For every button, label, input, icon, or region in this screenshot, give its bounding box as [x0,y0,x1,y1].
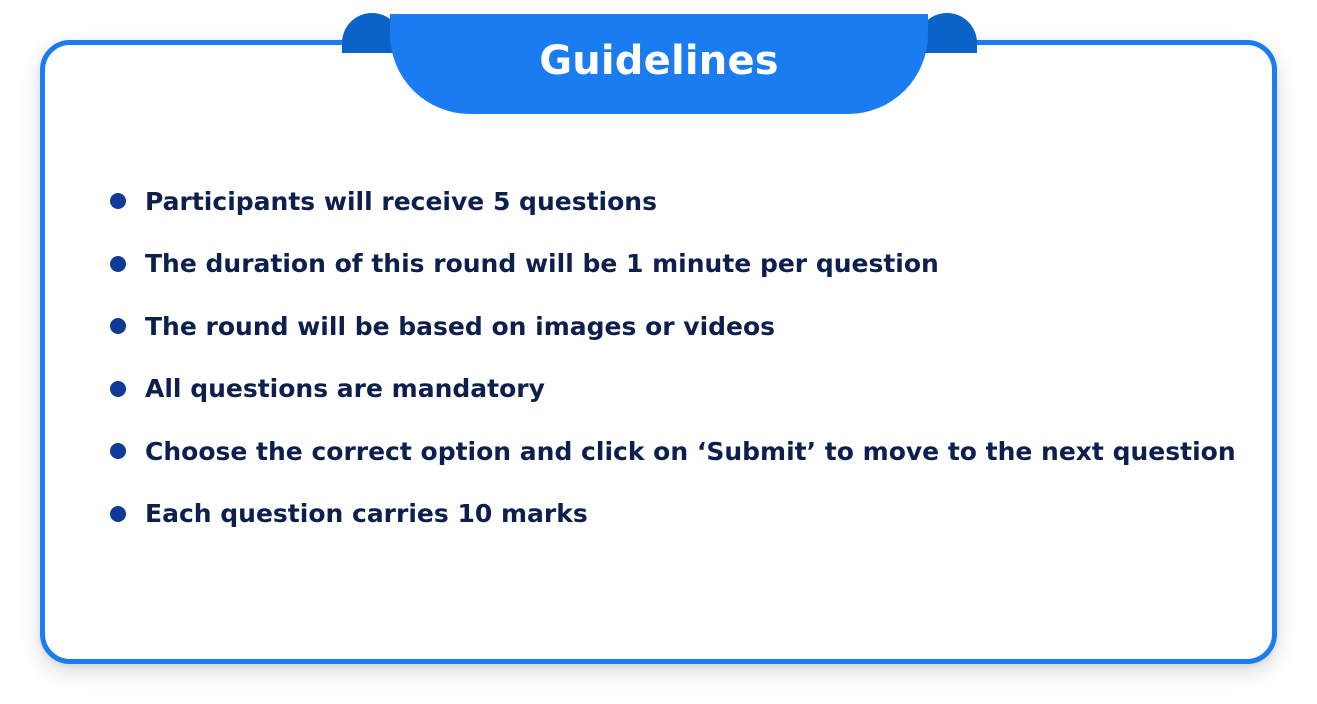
list-item-text: Participants will receive 5 questions [145,186,657,216]
list-item: Each question carries 10 marks [110,495,1236,533]
bullet-icon [110,505,126,522]
bullet-icon [110,193,126,209]
list-item: Participants will receive 5 questions [110,182,1236,220]
list-item-text: All questions are mandatory [145,374,545,403]
bullet-icon [110,443,126,459]
list-item: All questions are mandatory [110,370,1236,408]
list-item: The round will be based on images or vid… [110,307,1236,345]
bullet-icon [110,318,126,334]
guidelines-card [40,40,1277,664]
list-item-text: The duration of this round will be 1 min… [145,249,939,278]
page-title: Guidelines [539,38,779,84]
list-item-text: Choose the correct option and click on ‘… [145,436,1236,466]
guidelines-list: Participants will receive 5 questions Th… [110,182,1236,557]
list-item-text: Each question carries 10 marks [145,499,588,528]
bullet-icon [110,255,126,272]
header-tab: Guidelines [390,14,928,114]
list-item: The duration of this round will be 1 min… [110,245,1236,283]
bullet-icon [110,380,126,397]
list-item: Choose the correct option and click on ‘… [110,432,1236,470]
list-item-text: The round will be based on images or vid… [145,311,776,341]
